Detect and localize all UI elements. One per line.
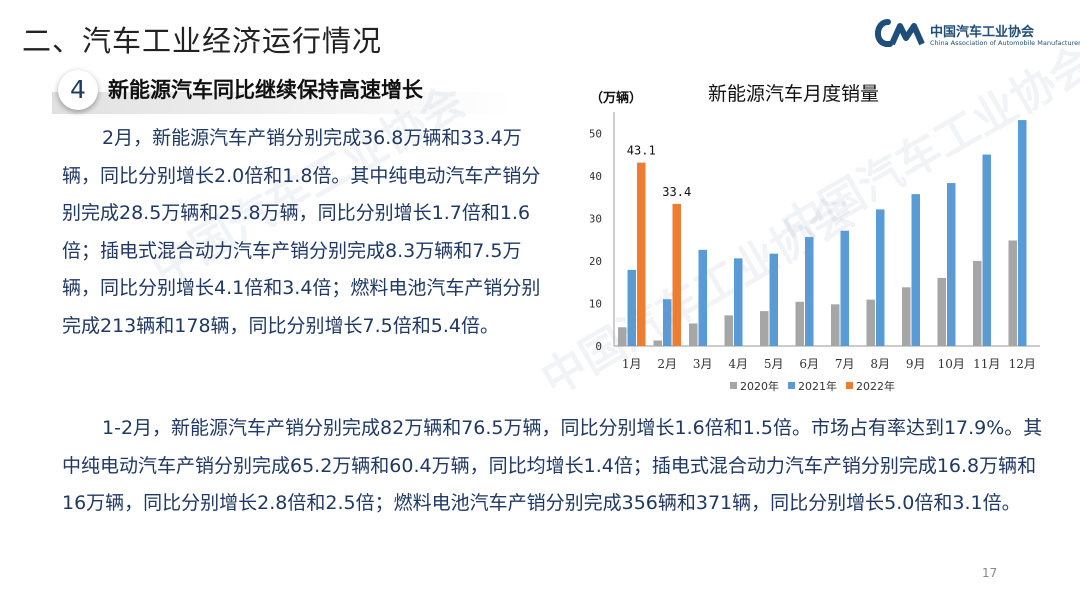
bar-2020年 <box>795 301 804 346</box>
bar-2021年 <box>911 194 920 346</box>
y-tick-label: 40 <box>590 170 602 183</box>
bar-2020年 <box>866 299 875 346</box>
bar-2020年 <box>618 327 627 346</box>
bar-2021年 <box>947 183 956 346</box>
bar-2020年 <box>902 287 911 346</box>
x-tick-label: 2月 <box>657 357 677 371</box>
legend-swatch <box>730 382 737 389</box>
x-tick-label: 1月 <box>622 357 642 371</box>
data-label: 33.4 <box>662 185 691 199</box>
paragraph-february: 2月，新能源汽车产销分别完成36.8万辆和33.4万辆，同比分别增长2.0倍和1… <box>62 120 542 345</box>
bar-2020年 <box>653 340 662 346</box>
section-number-badge: 4 <box>58 70 98 110</box>
bar-2021年 <box>734 258 743 346</box>
bar-2020年 <box>973 260 982 346</box>
page-title: 二、汽车工业经济运行情况 <box>22 24 383 58</box>
bar-2021年 <box>627 269 636 346</box>
y-axis-label: （万辆） <box>590 90 642 106</box>
bar-2022年 <box>672 203 681 346</box>
y-tick-label: 30 <box>590 212 602 225</box>
bar-2020年 <box>760 311 769 346</box>
bar-2021年 <box>982 154 991 346</box>
bar-2020年 <box>1008 240 1017 346</box>
x-tick-label: 4月 <box>728 357 748 371</box>
bar-2021年 <box>663 299 672 346</box>
section-title-bar <box>52 92 512 114</box>
bar-2022年 <box>637 162 646 346</box>
section-title: 新能源汽车同比继续保持高速增长 <box>108 78 423 102</box>
bar-2021年 <box>698 249 707 346</box>
x-tick-label: 7月 <box>835 357 855 371</box>
bar-2021年 <box>1018 120 1027 346</box>
chart-title: 新能源汽车月度销量 <box>708 83 879 105</box>
monthly-sales-chart: 新能源汽车月度销量 （万辆） 0 10 20 30 40 50 1月 2月 3月 4月 5月 6月 7月… <box>590 83 1040 393</box>
bar-2021年 <box>805 237 814 346</box>
logo-name-en: China Association of Automobile Manufact… <box>930 39 1080 47</box>
logo: 中国汽车工业协会 China Association of Automobile… <box>872 18 1080 58</box>
bar-2020年 <box>831 304 840 346</box>
x-tick-label: 6月 <box>799 357 819 371</box>
bar-2021年 <box>876 209 885 346</box>
y-tick-label: 0 <box>595 340 602 353</box>
legend-swatch <box>788 382 795 389</box>
paragraph-jan-feb-text: 1-2月，新能源汽车产销分别完成82万辆和76.5万辆，同比分别增长1.6倍和1… <box>62 417 1043 514</box>
caam-logo-icon <box>875 19 925 47</box>
paragraph-jan-feb: 1-2月，新能源汽车产销分别完成82万辆和76.5万辆，同比分别增长1.6倍和1… <box>62 410 1052 523</box>
bar-2021年 <box>840 230 849 346</box>
x-tick-label: 10月 <box>938 357 965 371</box>
legend-label: 2020年 <box>740 379 779 393</box>
x-tick-label: 9月 <box>906 357 926 371</box>
x-tick-label: 12月 <box>1009 357 1036 371</box>
x-tick-label: 8月 <box>870 357 890 371</box>
bar-2021年 <box>769 253 778 346</box>
y-tick-label: 20 <box>590 255 602 268</box>
x-tick-label: 3月 <box>693 357 713 371</box>
bar-2020年 <box>937 277 946 346</box>
legend-label: 2021年 <box>798 379 837 393</box>
legend-swatch <box>846 382 853 389</box>
bar-2020年 <box>689 323 698 346</box>
data-label: 43.1 <box>627 144 656 158</box>
paragraph-february-text: 2月，新能源汽车产销分别完成36.8万辆和33.4万辆，同比分别增长2.0倍和1… <box>62 127 541 337</box>
page-number: 17 <box>982 566 998 580</box>
legend-label: 2022年 <box>856 379 895 393</box>
x-tick-label: 5月 <box>764 357 784 371</box>
y-tick-label: 10 <box>590 297 602 310</box>
x-tick-label: 11月 <box>973 357 1000 371</box>
logo-name-cn: 中国汽车工业协会 <box>930 25 1035 40</box>
bar-2020年 <box>724 315 733 346</box>
y-tick-label: 50 <box>590 127 602 140</box>
